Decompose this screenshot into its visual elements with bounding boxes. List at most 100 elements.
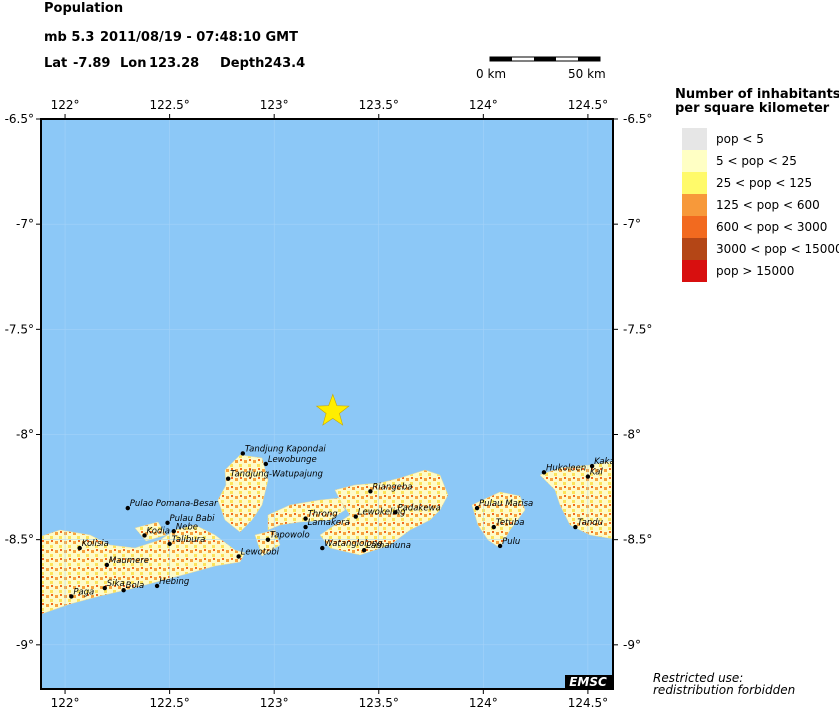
legend-swatch bbox=[682, 128, 707, 150]
place-dot bbox=[265, 537, 271, 542]
legend-label: pop > 15000 bbox=[716, 264, 794, 278]
place-label: Watanglolong bbox=[324, 539, 383, 549]
depth-label: Depth bbox=[220, 56, 264, 71]
datetime: 2011/08/19 - 07:48:10 GMT bbox=[100, 30, 298, 45]
x-tick-label: 123.5° bbox=[359, 98, 399, 112]
legend-label: 5 < pop < 25 bbox=[716, 154, 797, 168]
place-label: Throng bbox=[308, 510, 339, 520]
place-dot bbox=[263, 461, 269, 467]
place-label: Kakar bbox=[594, 457, 619, 467]
lon-value: 123.28 bbox=[149, 56, 199, 71]
epicenter bbox=[315, 393, 350, 426]
scale-bar-segment bbox=[490, 57, 512, 61]
scale-left: 0 km bbox=[476, 67, 506, 81]
place-dot bbox=[541, 470, 547, 475]
place-dot bbox=[171, 529, 177, 534]
legend-label: 125 < pop < 600 bbox=[716, 198, 820, 212]
x-tick-label: 122° bbox=[51, 696, 80, 710]
note: Restricted use: bbox=[653, 671, 743, 685]
place-label: Lewobunge bbox=[268, 455, 317, 465]
place-label: Bola bbox=[126, 581, 145, 591]
place-dot bbox=[497, 543, 503, 549]
pantar bbox=[471, 491, 526, 549]
legend-swatch bbox=[682, 194, 707, 216]
x-tick-label: 124.5° bbox=[568, 98, 608, 112]
place-dot bbox=[368, 489, 373, 494]
magnitude: mb 5.3 bbox=[44, 30, 94, 45]
place-label: Lamanuna bbox=[366, 541, 411, 551]
y-tick-label: -8.5° bbox=[5, 533, 34, 547]
lat-label: Lat bbox=[44, 56, 67, 71]
place-dot bbox=[121, 587, 126, 593]
place-dot bbox=[303, 516, 308, 521]
legend-swatch bbox=[682, 238, 707, 260]
place-dot bbox=[69, 594, 74, 599]
y-tick-label: -9° bbox=[16, 638, 34, 652]
lat-value: -7.89 bbox=[73, 56, 110, 71]
place-label: Tandjung-Watupajung bbox=[230, 470, 323, 480]
scale-bar-segment bbox=[578, 57, 600, 61]
legend-swatch bbox=[682, 150, 707, 172]
place-dot bbox=[573, 524, 578, 530]
x-tick-label: 124° bbox=[469, 98, 498, 112]
place-dot bbox=[142, 533, 147, 538]
place-label: Pulao Pomana-Besar bbox=[130, 499, 218, 509]
place-dot bbox=[393, 510, 398, 515]
y-tick-label: -8° bbox=[623, 427, 641, 441]
scale-bar: 0 km 50 km bbox=[476, 56, 606, 81]
place-label: Kal bbox=[590, 468, 603, 478]
y-tick-label: -7.5° bbox=[623, 322, 652, 336]
place-label: Sika bbox=[107, 579, 125, 589]
y-tick-label: -7° bbox=[16, 217, 34, 231]
x-tick-label: 124.5° bbox=[568, 696, 608, 710]
place-label: Talibura bbox=[172, 535, 206, 545]
place-label: Pulu bbox=[502, 537, 520, 547]
cape bbox=[217, 454, 269, 533]
place-label: Hebing bbox=[159, 577, 190, 587]
place-label: Nebe bbox=[176, 522, 198, 532]
legend-title: per square kilometer bbox=[675, 101, 830, 116]
place-dot bbox=[585, 474, 591, 479]
x-tick-label: 122.5° bbox=[149, 696, 189, 710]
place-dot bbox=[125, 505, 130, 511]
place-label: Pulau Marisa bbox=[479, 499, 533, 509]
y-tick-label: -7.5° bbox=[5, 322, 34, 336]
map-frame bbox=[40, 118, 614, 690]
place-dot bbox=[240, 451, 246, 456]
legend-swatch bbox=[682, 216, 707, 238]
place-label: Tapowolo bbox=[270, 531, 310, 541]
alor bbox=[539, 460, 613, 540]
place-dot bbox=[353, 514, 358, 519]
place-dot bbox=[165, 520, 170, 526]
legend-label: 600 < pop < 3000 bbox=[716, 220, 827, 234]
place-label: Paga bbox=[73, 587, 94, 597]
place-dot bbox=[589, 463, 595, 469]
x-tick-label: 122° bbox=[51, 98, 80, 112]
place-label: Lewokeling bbox=[358, 508, 406, 518]
place-dot bbox=[167, 541, 172, 547]
place-dot bbox=[491, 524, 496, 530]
scale-right: 50 km bbox=[568, 67, 606, 81]
place-dot bbox=[474, 505, 480, 511]
place-label: Hukoleen bbox=[546, 463, 586, 473]
place-dot bbox=[225, 476, 231, 481]
x-tick-label: 124° bbox=[469, 696, 498, 710]
depth-value: 243.4 bbox=[264, 56, 305, 71]
place-label: Tandjung Kapondai bbox=[245, 444, 327, 454]
lon-label: Lon bbox=[120, 56, 146, 71]
legend-swatch bbox=[682, 260, 707, 282]
place-label: Lamakera bbox=[308, 518, 350, 528]
place-label: Lewotobi bbox=[241, 547, 280, 557]
y-tick-label: -7° bbox=[623, 217, 641, 231]
y-tick-label: -9° bbox=[623, 638, 641, 652]
place-label: Riangeba bbox=[372, 482, 412, 492]
lembata bbox=[319, 469, 449, 556]
y-tick-label: -8° bbox=[16, 427, 34, 441]
title: Population bbox=[44, 1, 123, 16]
legend-label: 25 < pop < 125 bbox=[716, 176, 812, 190]
place-label: Tandu bbox=[577, 518, 603, 528]
place-dot bbox=[236, 554, 241, 559]
y-tick-label: -8.5° bbox=[623, 533, 652, 547]
